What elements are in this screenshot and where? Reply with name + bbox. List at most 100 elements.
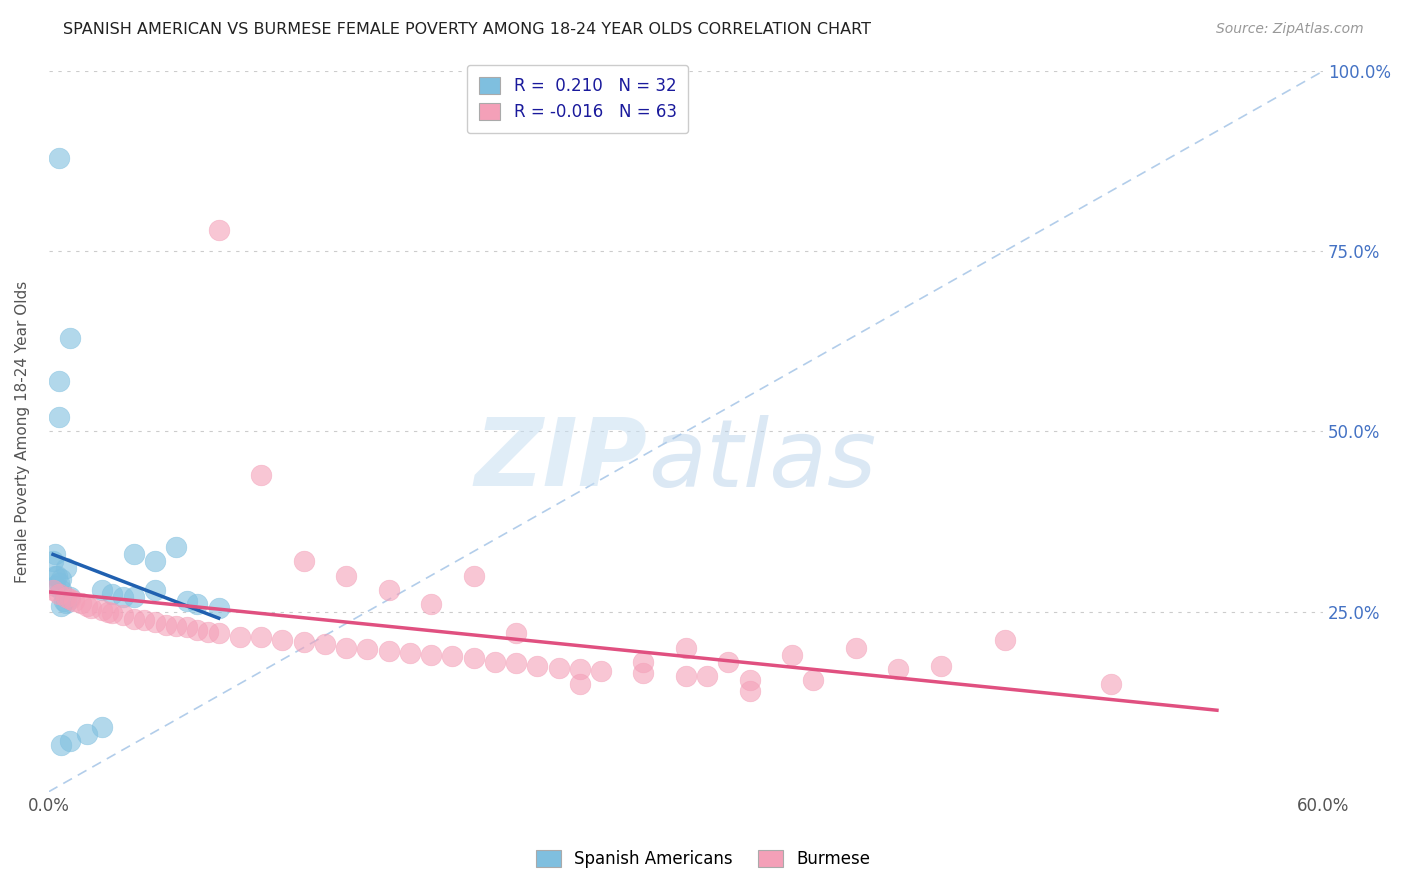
Point [143, 582, 166, 597]
Point [59, 591, 82, 606]
Point [208, 626, 231, 640]
Point [484, 655, 506, 669]
Point [46, 568, 69, 582]
Point [63, 593, 86, 607]
Point [335, 640, 357, 655]
Point [780, 648, 803, 662]
Point [101, 586, 124, 600]
Point [738, 683, 761, 698]
Point [80, 601, 103, 615]
Point [250, 467, 273, 482]
Point [547, 661, 569, 675]
Point [1099, 676, 1122, 690]
Point [292, 554, 315, 568]
Point [633, 655, 655, 669]
Legend: R =  0.210   N = 32, R = -0.016   N = 63: R = 0.210 N = 32, R = -0.016 N = 63 [467, 65, 689, 133]
Point [568, 676, 591, 690]
Point [633, 665, 655, 680]
Point [42, 582, 65, 597]
Point [197, 624, 219, 639]
Point [568, 662, 591, 676]
Point [377, 644, 399, 658]
Point [51, 582, 73, 597]
Point [52, 593, 75, 607]
Point [90, 603, 112, 617]
Point [208, 601, 231, 615]
Point [48, 586, 70, 600]
Point [143, 554, 166, 568]
Point [463, 651, 485, 665]
Point [314, 637, 336, 651]
Point [887, 662, 910, 676]
Legend: Spanish Americans, Burmese: Spanish Americans, Burmese [529, 843, 877, 875]
Point [48, 374, 70, 388]
Point [69, 596, 91, 610]
Point [90, 582, 112, 597]
Point [803, 673, 825, 687]
Point [134, 613, 156, 627]
Point [250, 630, 273, 644]
Point [505, 657, 527, 671]
Point [165, 619, 187, 633]
Point [76, 727, 98, 741]
Point [696, 669, 718, 683]
Point [42, 554, 65, 568]
Point [271, 633, 294, 648]
Point [420, 648, 443, 662]
Point [155, 617, 177, 632]
Point [48, 409, 70, 424]
Point [208, 222, 231, 236]
Point [229, 630, 252, 644]
Y-axis label: Female Poverty Among 18-24 Year Olds: Female Poverty Among 18-24 Year Olds [15, 280, 30, 582]
Point [377, 582, 399, 597]
Point [112, 608, 135, 623]
Point [51, 572, 73, 586]
Point [441, 649, 464, 664]
Point [51, 738, 73, 752]
Point [44, 547, 66, 561]
Point [90, 720, 112, 734]
Point [675, 669, 697, 683]
Point [463, 568, 485, 582]
Point [589, 664, 612, 678]
Point [122, 547, 145, 561]
Point [59, 734, 82, 748]
Point [675, 640, 697, 655]
Point [845, 640, 868, 655]
Point [292, 635, 315, 649]
Text: Source: ZipAtlas.com: Source: ZipAtlas.com [1216, 22, 1364, 37]
Point [122, 612, 145, 626]
Point [738, 673, 761, 687]
Text: atlas: atlas [648, 415, 876, 506]
Point [176, 620, 198, 634]
Point [165, 540, 187, 554]
Point [176, 593, 198, 607]
Point [505, 626, 527, 640]
Point [55, 561, 77, 575]
Point [398, 646, 420, 660]
Point [59, 331, 82, 345]
Point [143, 615, 166, 630]
Point [44, 579, 66, 593]
Point [186, 598, 208, 612]
Point [929, 658, 952, 673]
Point [356, 642, 378, 657]
Point [993, 633, 1015, 648]
Point [420, 598, 443, 612]
Point [335, 568, 357, 582]
Text: ZIP: ZIP [475, 414, 648, 506]
Point [122, 590, 145, 604]
Point [48, 151, 70, 165]
Point [44, 568, 66, 582]
Point [55, 596, 77, 610]
Point [55, 590, 77, 604]
Point [97, 605, 120, 619]
Point [59, 590, 82, 604]
Point [76, 599, 98, 613]
Point [51, 599, 73, 613]
Text: SPANISH AMERICAN VS BURMESE FEMALE POVERTY AMONG 18-24 YEAR OLDS CORRELATION CHA: SPANISH AMERICAN VS BURMESE FEMALE POVER… [63, 22, 872, 37]
Point [101, 606, 124, 620]
Point [48, 575, 70, 590]
Point [717, 655, 740, 669]
Point [526, 658, 548, 673]
